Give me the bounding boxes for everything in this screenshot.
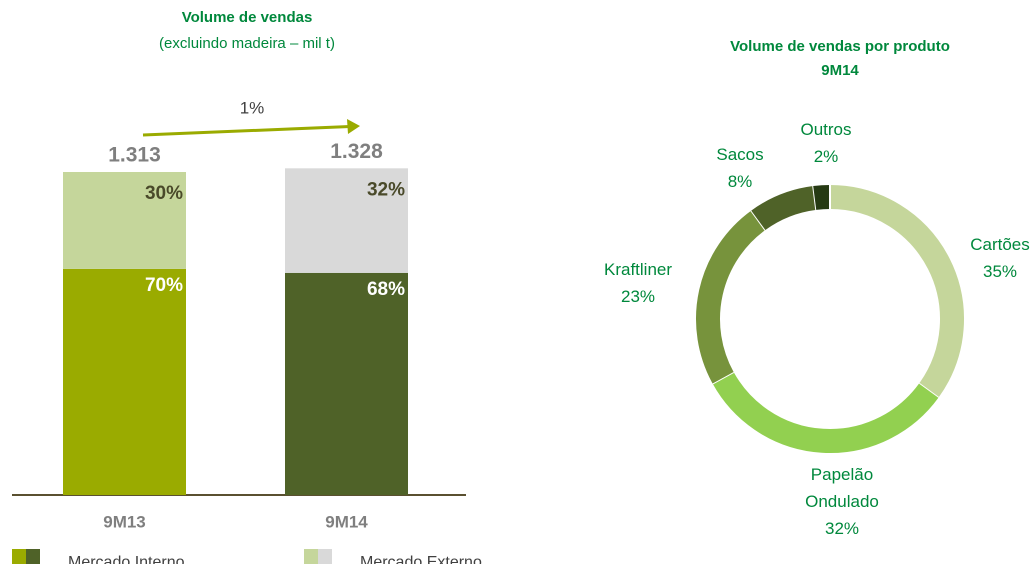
- value-label: 23%: [620, 287, 656, 306]
- arrow-head: [347, 119, 360, 134]
- bar-segment: [285, 272, 408, 495]
- legend-label: Mercado Externo: [360, 554, 482, 564]
- category-label: Sacos: [716, 145, 764, 164]
- data-label: 32%: [367, 179, 405, 200]
- legend-swatch: [318, 549, 332, 564]
- data-label: 68%: [367, 279, 405, 300]
- data-label: 70%: [145, 275, 183, 296]
- segment-separator: [918, 382, 939, 399]
- chart-title: Volume de vendas por produto: [730, 38, 950, 55]
- value-label: 32%: [824, 519, 860, 538]
- donut-segment: [696, 210, 766, 384]
- annotation: 1%: [240, 98, 265, 117]
- category-label: Outros: [800, 120, 852, 139]
- donut-segment: [813, 185, 831, 210]
- donut-segment: [712, 371, 939, 453]
- data-label: 30%: [145, 183, 183, 204]
- x-tick-label: 9M13: [103, 512, 146, 531]
- bar-segment: [63, 172, 186, 269]
- value-label: 8%: [727, 172, 753, 191]
- value-label: 35%: [982, 262, 1018, 281]
- value-label: 2%: [813, 147, 839, 166]
- chart-subtitle: (excluindo madeira – mil t): [159, 35, 335, 52]
- legend-swatch: [304, 549, 318, 564]
- donut-segment: [829, 185, 964, 398]
- category-label: Cartões: [970, 235, 1030, 254]
- total-label: 1.328: [330, 140, 383, 163]
- legend-swatch: [12, 549, 26, 564]
- x-tick-label: 9M14: [325, 512, 368, 531]
- legend-label: Mercado Interno: [68, 554, 185, 564]
- donut-segment: [751, 186, 817, 231]
- chart-title: Volume de vendas: [182, 9, 313, 26]
- legend-swatch: [26, 549, 40, 564]
- category-label: Papelão Ondulado: [805, 465, 879, 511]
- category-label: Kraftliner: [603, 260, 673, 279]
- total-label: 1.313: [108, 144, 161, 167]
- chart-subtitle: 9M14: [821, 62, 859, 79]
- segment-separator: [750, 210, 767, 231]
- bar-segment: [63, 268, 186, 495]
- bar-segment: [285, 168, 408, 273]
- arrow: [142, 125, 351, 137]
